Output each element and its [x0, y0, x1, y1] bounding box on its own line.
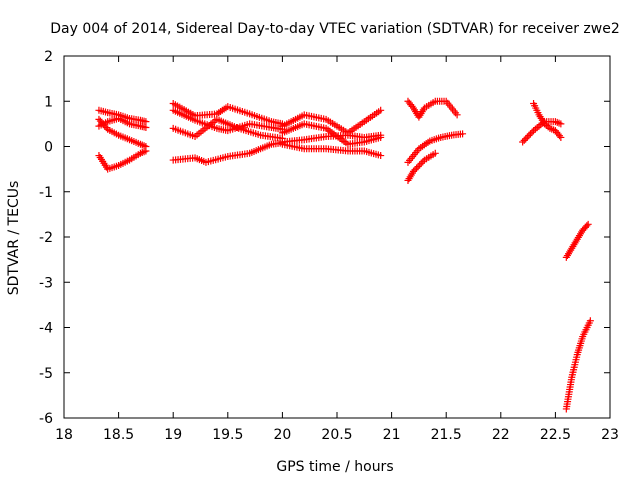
data-point	[586, 317, 594, 325]
data-point	[557, 133, 565, 141]
x-tick-label: 19.5	[212, 427, 243, 443]
x-axis-label: GPS time / hours	[276, 459, 393, 475]
x-tick-label: 18	[55, 427, 73, 443]
data-point	[416, 161, 424, 169]
data-point	[431, 149, 439, 157]
y-tick-label: 0	[44, 140, 53, 156]
x-tick-label: 23	[601, 427, 619, 443]
x-tick-label: 22	[492, 427, 510, 443]
data-point	[138, 141, 146, 149]
data-point	[525, 132, 533, 140]
data-point	[555, 132, 563, 140]
data-point	[417, 159, 425, 167]
data-point	[526, 130, 534, 138]
data-point	[142, 123, 150, 131]
y-tick-labels: -6 -5 -4 -3 -2 -1 0 1 2	[39, 49, 53, 427]
x-tick-label: 21.5	[431, 427, 462, 443]
axis-ticks	[63, 55, 611, 419]
data-point	[519, 138, 527, 146]
data-point	[553, 118, 561, 126]
data-point	[409, 167, 417, 175]
y-tick-label: -6	[39, 411, 53, 427]
data-point	[411, 166, 419, 174]
data-point	[453, 111, 461, 119]
data-point	[459, 130, 467, 138]
y-axis-label: SDTVAR / TECUs	[6, 181, 22, 296]
data-point	[522, 135, 530, 143]
x-tick-label: 22.5	[540, 427, 571, 443]
data-point	[102, 124, 110, 132]
y-tick-label: -3	[39, 275, 53, 291]
data-point	[583, 222, 591, 230]
x-tick-label: 20.5	[321, 427, 352, 443]
y-tick-label: 2	[44, 49, 53, 65]
data-point	[377, 106, 385, 114]
y-tick-label: 1	[44, 94, 53, 110]
x-tick-label: 20	[273, 427, 291, 443]
data-point	[523, 133, 531, 141]
data-point	[584, 220, 592, 228]
data-point	[377, 152, 385, 160]
data-points	[95, 97, 594, 413]
plot-frame	[63, 55, 611, 419]
data-point	[413, 164, 421, 172]
data-point	[142, 147, 150, 155]
data-point	[520, 136, 528, 144]
x-tick-labels: 18 18.5 19 19.5 20 20.5 21 21.5 22 22.5 23	[55, 427, 619, 443]
chart-title: Day 004 of 2014, Sidereal Day-to-day VTE…	[50, 21, 620, 37]
y-tick-label: -1	[39, 185, 53, 201]
data-point	[557, 120, 565, 128]
data-point	[142, 118, 150, 126]
y-tick-label: -4	[39, 321, 53, 337]
data-point	[414, 163, 422, 171]
x-tick-label: 21	[383, 427, 401, 443]
y-tick-label: -2	[39, 230, 53, 246]
y-tick-label: -5	[39, 366, 53, 382]
x-tick-label: 19	[164, 427, 182, 443]
data-point	[377, 131, 385, 139]
data-point	[528, 128, 536, 136]
data-point	[555, 119, 563, 127]
x-tick-label: 18.5	[103, 427, 134, 443]
data-point	[419, 158, 427, 166]
data-point	[408, 102, 416, 110]
